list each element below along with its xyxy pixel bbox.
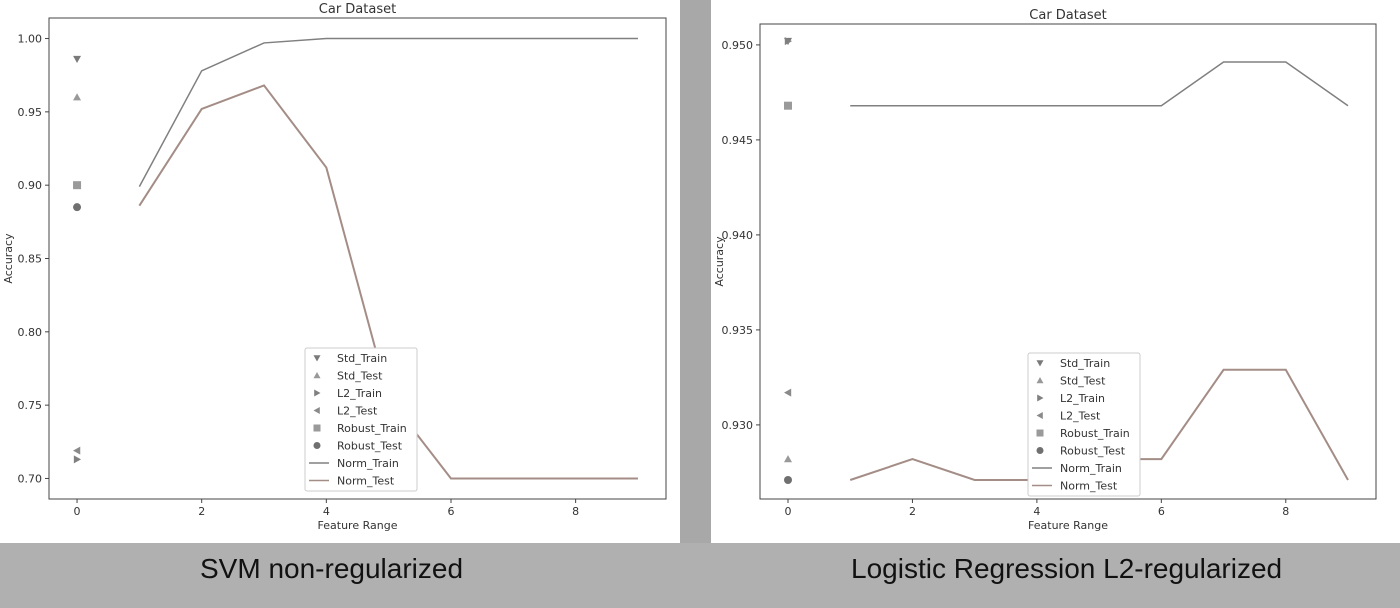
marker-std-test bbox=[784, 455, 792, 463]
right-chart-panel: Car Dataset 0 2 4 6 8 0.930 0.935 0.940 0.945 0.95… bbox=[711, 0, 1400, 543]
x-tick-label: 4 bbox=[1033, 505, 1040, 518]
chart-title: Car Dataset bbox=[319, 2, 396, 17]
legend-marker-std-train bbox=[1036, 360, 1044, 367]
legend-label: Std_Test bbox=[1060, 375, 1106, 388]
x-tick-label: 4 bbox=[323, 505, 330, 518]
x-axis-label: Feature Range bbox=[318, 519, 398, 532]
marker-l2-train bbox=[784, 37, 792, 46]
legend-marker-std-test bbox=[313, 372, 321, 379]
legend-marker-std-test bbox=[1036, 377, 1044, 384]
x-tick-label: 6 bbox=[447, 505, 454, 518]
y-tick-label: 0.930 bbox=[722, 419, 754, 432]
legend: Std_Train Std_Test L2_Train L2_Test Robust_T… bbox=[1027, 352, 1141, 497]
y-tick-label: 0.945 bbox=[722, 134, 754, 147]
legend-label: Norm_Train bbox=[1060, 462, 1122, 475]
legend-label: L2_Test bbox=[1060, 410, 1101, 423]
marker-robust-train bbox=[784, 101, 792, 110]
legend-label: Norm_Test bbox=[337, 475, 395, 488]
legend-marker-l2-train bbox=[314, 389, 321, 397]
legend-box bbox=[1027, 352, 1141, 497]
marker-robust-train bbox=[73, 181, 82, 190]
chart-title: Car Dataset bbox=[1029, 8, 1106, 23]
y-tick-label: 0.80 bbox=[18, 326, 43, 339]
x-tick-label: 8 bbox=[572, 505, 579, 518]
y-tick-label: 0.75 bbox=[18, 399, 43, 412]
marker-robust-test bbox=[73, 203, 82, 212]
y-tick-label: 0.950 bbox=[722, 39, 754, 52]
caption-logreg: Logistic Regression L2-regularized bbox=[851, 553, 1283, 584]
legend-label: Norm_Test bbox=[1060, 480, 1118, 493]
logreg-chart: Car Dataset 0 2 4 6 8 0.930 0.935 0.940 0.945 0.95… bbox=[713, 8, 1377, 532]
y-axis-label: Accuracy bbox=[2, 233, 15, 284]
legend-label: Robust_Test bbox=[337, 440, 403, 453]
legend-label: Std_Train bbox=[337, 352, 387, 365]
series-line-norm-train bbox=[850, 61, 1349, 107]
legend-label: Robust_Train bbox=[337, 422, 407, 435]
x-tick-label: 2 bbox=[909, 505, 916, 518]
x-tick-label: 6 bbox=[1158, 505, 1165, 518]
legend: Std_Train Std_Test L2_Train L2_Test Robust_T… bbox=[304, 347, 418, 492]
plot-frame bbox=[759, 23, 1377, 500]
legend-marker-l2-test bbox=[313, 407, 320, 414]
legend-marker-robust-test bbox=[313, 442, 321, 449]
legend-label: L2_Train bbox=[1060, 392, 1105, 405]
marker-l2-train bbox=[73, 455, 82, 464]
x-tick-label: 2 bbox=[198, 505, 205, 518]
legend-marker-l2-test bbox=[1036, 412, 1043, 419]
legend-box bbox=[304, 347, 418, 492]
svm-chart: Car Dataset 0 2 4 6 8 0.70 0.75 0.80 0.85 0.90 0.95… bbox=[2, 2, 667, 532]
y-tick-label: 0.90 bbox=[18, 179, 43, 192]
caption-bar bbox=[0, 543, 1400, 608]
legend-marker-robust-test bbox=[1036, 447, 1044, 454]
left-chart-panel: Car Dataset 0 2 4 6 8 0.70 0.75 0.80 0.85 0.90 0.95… bbox=[0, 0, 680, 543]
y-tick-label: 0.935 bbox=[722, 324, 754, 337]
legend-label: Robust_Test bbox=[1060, 445, 1126, 458]
marker-std-train bbox=[73, 55, 82, 64]
x-tick-label: 0 bbox=[74, 505, 81, 518]
legend-label: L2_Train bbox=[337, 387, 382, 400]
legend-label: Norm_Train bbox=[337, 457, 399, 470]
x-tick-label: 8 bbox=[1282, 505, 1289, 518]
caption-svm: SVM non-regularized bbox=[200, 553, 464, 584]
y-tick-label: 0.85 bbox=[18, 253, 43, 266]
y-tick-label: 0.70 bbox=[18, 472, 43, 485]
marker-l2-test bbox=[784, 388, 792, 397]
legend-marker-l2-train bbox=[1037, 394, 1044, 402]
marker-std-test bbox=[73, 93, 82, 101]
legend-marker-robust-train bbox=[1036, 429, 1044, 437]
y-tick-label: 1.00 bbox=[18, 33, 43, 46]
marker-l2-test bbox=[73, 446, 81, 455]
x-tick-label: 0 bbox=[785, 505, 792, 518]
legend-label: Robust_Train bbox=[1060, 427, 1130, 440]
marker-robust-test bbox=[784, 476, 792, 484]
legend-label: L2_Test bbox=[337, 405, 378, 418]
series-line-norm-train bbox=[138, 37, 638, 187]
legend-label: Std_Train bbox=[1060, 357, 1110, 370]
y-axis-label: Accuracy bbox=[713, 236, 726, 287]
x-axis-label: Feature Range bbox=[1028, 519, 1108, 532]
y-tick-label: 0.940 bbox=[722, 229, 754, 242]
y-tick-label: 0.95 bbox=[18, 106, 43, 119]
legend-marker-std-train bbox=[313, 355, 321, 362]
legend-marker-robust-train bbox=[313, 424, 321, 432]
legend-label: Std_Test bbox=[337, 370, 383, 383]
